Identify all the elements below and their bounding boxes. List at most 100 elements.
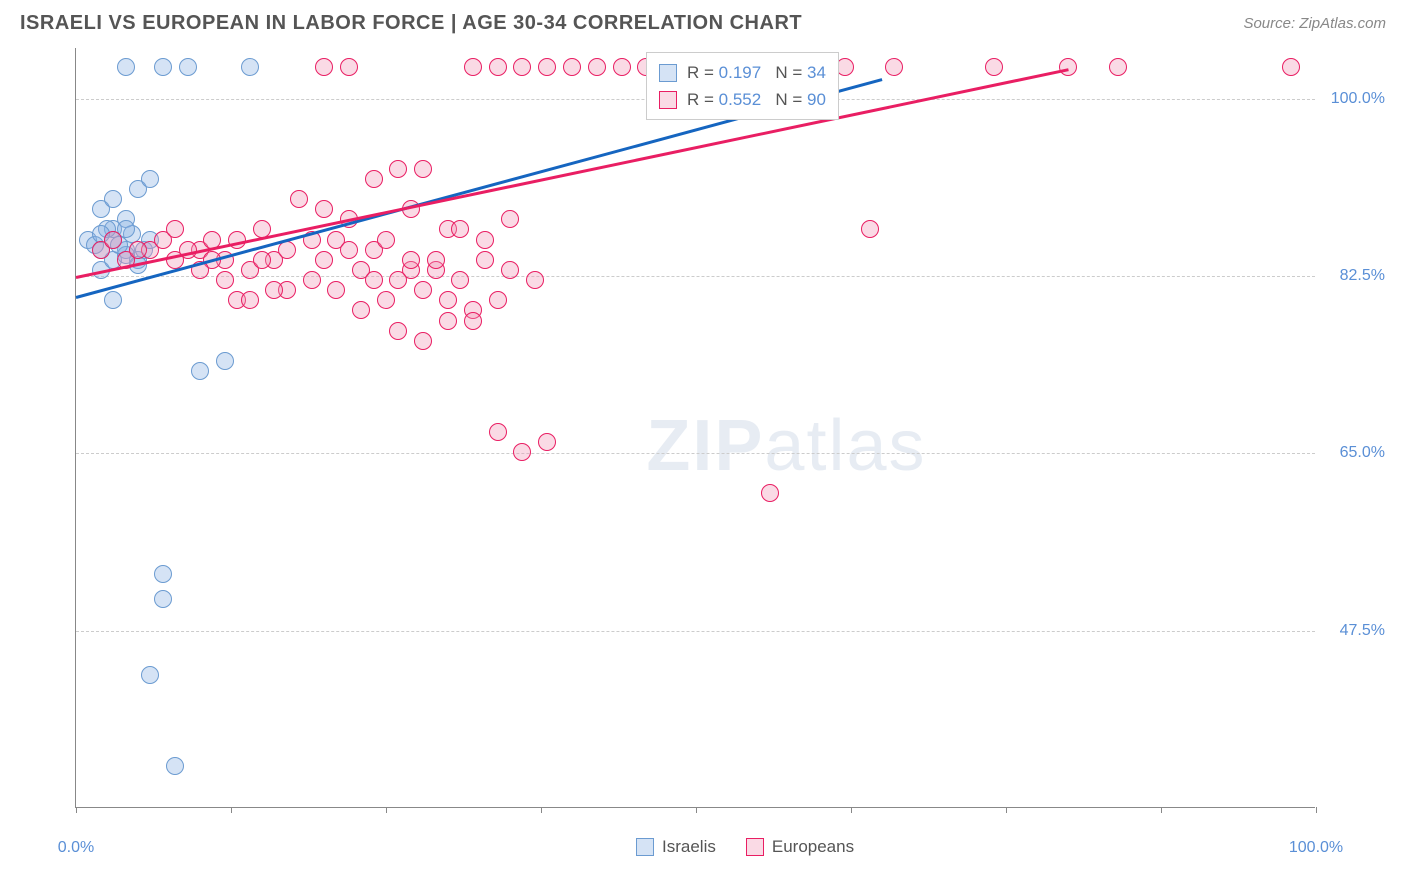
data-point [563, 58, 581, 76]
data-point [414, 281, 432, 299]
correlation-text: R = 0.552 N = 90 [687, 86, 826, 113]
plot-area: ZIPatlas 47.5%65.0%82.5%100.0%0.0%100.0%… [75, 48, 1315, 808]
data-point [489, 58, 507, 76]
x-tick [541, 807, 542, 813]
data-point [389, 160, 407, 178]
data-point [290, 190, 308, 208]
data-point [538, 58, 556, 76]
x-tick [76, 807, 77, 813]
data-point [501, 261, 519, 279]
data-point [389, 271, 407, 289]
data-point [538, 433, 556, 451]
data-point [129, 241, 147, 259]
x-tick-label: 100.0% [1289, 839, 1343, 857]
gridline-h [76, 631, 1315, 632]
legend-swatch [636, 838, 654, 856]
data-point [340, 58, 358, 76]
data-point [216, 352, 234, 370]
data-point [315, 58, 333, 76]
data-point [104, 291, 122, 309]
data-point [191, 362, 209, 380]
data-point [377, 231, 395, 249]
data-point [216, 271, 234, 289]
correlation-legend: R = 0.197 N = 34R = 0.552 N = 90 [646, 52, 839, 120]
data-point [265, 281, 283, 299]
data-point [241, 58, 259, 76]
data-point [1109, 58, 1127, 76]
y-tick-label: 82.5% [1325, 267, 1385, 285]
legend-swatch [659, 91, 677, 109]
data-point [526, 271, 544, 289]
data-point [154, 58, 172, 76]
y-tick-label: 47.5% [1325, 622, 1385, 640]
series-legend-item: Israelis [636, 837, 716, 857]
watermark-zip: ZIP [646, 406, 764, 486]
data-point [1282, 58, 1300, 76]
data-point [179, 58, 197, 76]
data-point [154, 590, 172, 608]
data-point [104, 190, 122, 208]
data-point [613, 58, 631, 76]
data-point [414, 160, 432, 178]
x-tick [851, 807, 852, 813]
data-point [464, 312, 482, 330]
data-point [141, 170, 159, 188]
data-point [451, 220, 469, 238]
data-point [451, 271, 469, 289]
watermark: ZIPatlas [646, 405, 926, 487]
x-tick-label: 0.0% [58, 839, 94, 857]
data-point [489, 291, 507, 309]
correlation-legend-row: R = 0.552 N = 90 [659, 86, 826, 113]
data-point [389, 322, 407, 340]
data-point [588, 58, 606, 76]
data-point [315, 200, 333, 218]
gridline-h [76, 453, 1315, 454]
source-attribution: Source: ZipAtlas.com [1243, 15, 1386, 32]
data-point [154, 565, 172, 583]
series-name: Israelis [662, 837, 716, 857]
chart-title: ISRAELI VS EUROPEAN IN LABOR FORCE | AGE… [20, 12, 802, 35]
data-point [104, 231, 122, 249]
x-tick [386, 807, 387, 813]
data-point [340, 241, 358, 259]
data-point [427, 251, 445, 269]
data-point [513, 443, 531, 461]
data-point [414, 332, 432, 350]
x-tick [696, 807, 697, 813]
data-point [253, 251, 271, 269]
correlation-legend-row: R = 0.197 N = 34 [659, 59, 826, 86]
x-tick [231, 807, 232, 813]
data-point [166, 220, 184, 238]
data-point [402, 251, 420, 269]
data-point [439, 291, 457, 309]
data-point [513, 58, 531, 76]
series-name: Europeans [772, 837, 854, 857]
correlation-text: R = 0.197 N = 34 [687, 59, 826, 86]
watermark-atlas: atlas [764, 406, 926, 486]
data-point [489, 423, 507, 441]
data-point [861, 220, 879, 238]
data-point [476, 251, 494, 269]
data-point [501, 210, 519, 228]
data-point [464, 58, 482, 76]
series-legend-item: Europeans [746, 837, 854, 857]
data-point [241, 291, 259, 309]
trend-line [76, 68, 1069, 279]
data-point [141, 666, 159, 684]
data-point [1059, 58, 1077, 76]
data-point [303, 271, 321, 289]
data-point [761, 484, 779, 502]
data-point [327, 281, 345, 299]
gridline-h [76, 276, 1315, 277]
data-point [365, 271, 383, 289]
y-tick-label: 65.0% [1325, 444, 1385, 462]
data-point [439, 312, 457, 330]
data-point [365, 170, 383, 188]
data-point [166, 757, 184, 775]
series-legend: Israelis Europeans [636, 837, 854, 857]
x-tick [1316, 807, 1317, 813]
data-point [476, 231, 494, 249]
data-point [985, 58, 1003, 76]
data-point [885, 58, 903, 76]
data-point [117, 58, 135, 76]
